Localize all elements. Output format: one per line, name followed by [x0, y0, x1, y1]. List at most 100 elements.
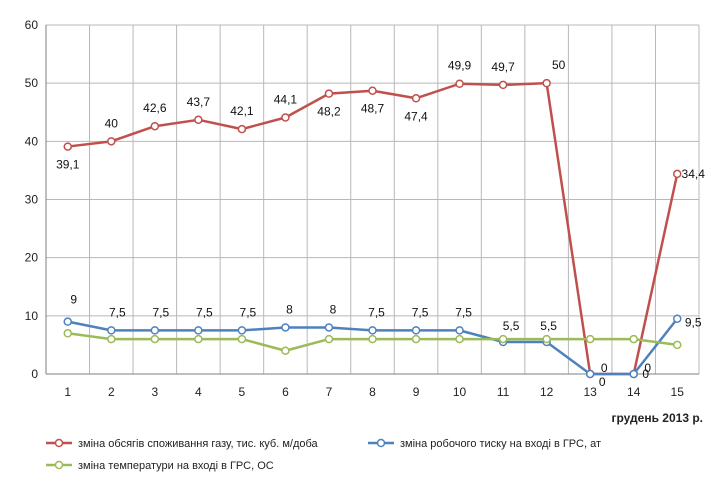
series-1-data-label: 0 — [644, 361, 651, 375]
series-1-point — [542, 78, 551, 88]
series-3-point — [281, 346, 290, 355]
series-2-point — [194, 326, 203, 335]
x-tick-label: 6 — [282, 385, 289, 399]
series-3-point — [324, 334, 334, 344]
series-2-data-label: 5,5 — [503, 319, 520, 333]
series-3-point — [672, 340, 682, 350]
series-1-data-label: 42,6 — [143, 101, 167, 115]
series-2-point — [455, 326, 464, 335]
y-tick-label: 40 — [25, 134, 39, 148]
x-tick-label: 5 — [239, 385, 246, 399]
series-group — [63, 78, 682, 379]
y-tick-label: 50 — [25, 76, 39, 90]
series-1-point — [237, 124, 247, 134]
y-tick-label: 30 — [25, 193, 39, 207]
series-2-point — [368, 326, 377, 335]
x-tick-label: 12 — [540, 385, 554, 399]
series-1-point — [150, 121, 160, 131]
series-1-point — [194, 115, 203, 125]
series-1-data-label: 0 — [601, 361, 608, 375]
series-3-point — [237, 334, 247, 344]
series-1-point — [672, 169, 682, 179]
series-3-point — [585, 334, 595, 344]
series-1-point — [107, 137, 116, 146]
series-3-point — [63, 329, 73, 338]
legend: зміна обсягів споживання газу, тис. куб.… — [46, 438, 601, 472]
x-tick-label: 2 — [108, 385, 115, 399]
series-3-point — [107, 334, 116, 344]
series-1-point — [455, 79, 464, 88]
series-1-data-label: 49,7 — [491, 60, 515, 74]
series-2-data-label: 9 — [70, 293, 77, 307]
x-tick-label: 11 — [497, 385, 510, 399]
series-1-data-label: 40 — [105, 116, 119, 130]
series-1-data-label: 49,9 — [448, 59, 472, 73]
series-2-data-label: 8 — [330, 302, 337, 316]
legend-swatch-marker — [54, 438, 64, 448]
legend-label: зміна робочого тиску на вході в ГРС, ат — [400, 438, 601, 450]
series-2-point — [585, 369, 595, 379]
series-1-data-label: 42,1 — [230, 104, 254, 118]
y-tick-label: 20 — [25, 251, 39, 265]
y-tick-label: 10 — [25, 309, 39, 323]
series-2-data-label: 0 — [599, 375, 606, 389]
series-2-data-label: 9,5 — [685, 316, 702, 330]
series-1-data-label: 34,4 — [682, 167, 706, 181]
series-1-point — [368, 86, 377, 95]
series-1-data-label: 39,1 — [56, 158, 80, 172]
series-2-point — [281, 323, 290, 332]
series-3-point — [368, 334, 377, 344]
x-tick-label: 15 — [671, 385, 685, 399]
series-3-point — [411, 334, 421, 344]
series-2-point — [237, 326, 247, 335]
x-tick-label: 13 — [583, 385, 597, 399]
y-tick-label: 0 — [31, 367, 38, 381]
series-2-data-label: 7,5 — [240, 305, 257, 319]
series-3-point — [629, 334, 638, 344]
series-2-point — [150, 326, 160, 335]
series-1-data-label: 48,2 — [317, 105, 341, 119]
x-tick-label: 3 — [151, 385, 158, 399]
series-3-point — [498, 334, 508, 344]
series-1-point — [498, 80, 508, 90]
series-2-data-label: 7,5 — [109, 305, 126, 319]
series-2-data-label: 0 — [642, 367, 649, 381]
legend-swatch-marker — [376, 438, 386, 448]
series-2-point — [629, 369, 638, 379]
series-1-point — [63, 142, 73, 151]
series-2-data-label: 7,5 — [368, 305, 385, 319]
series-2-data-label: 7,5 — [196, 305, 213, 319]
series-3-point — [455, 334, 464, 344]
series-3-point — [542, 334, 551, 344]
y-tick-label: 60 — [25, 18, 39, 32]
series-1-data-label: 44,1 — [274, 92, 298, 106]
grid — [45, 24, 700, 375]
series-2-data-label: 5,5 — [540, 319, 557, 333]
x-axis-title: грудень 2013 р. — [612, 411, 704, 425]
series-2-data-label: 7,5 — [152, 305, 169, 319]
series-3-point — [150, 334, 160, 344]
series-2-point — [411, 326, 421, 335]
x-tick-label: 1 — [64, 385, 71, 399]
series-2-data-label: 8 — [286, 302, 293, 316]
series-1-point — [324, 89, 334, 98]
x-tick-label: 8 — [369, 385, 376, 399]
legend-swatch-marker — [54, 460, 64, 470]
x-tick-label: 10 — [453, 385, 467, 399]
series-1-point — [281, 113, 290, 122]
x-tick-label: 9 — [413, 385, 420, 399]
series-1-data-label: 47,4 — [404, 109, 428, 123]
series-3-point — [194, 334, 203, 344]
series-1-data-label: 43,7 — [187, 95, 211, 109]
series-2-point — [107, 326, 116, 335]
series-2-data-label: 7,5 — [455, 305, 472, 319]
data-labels: 39,1 40 42,6 43,7 42,1 44,1 48,2 48,7 47,4 49,9 49… — [56, 58, 705, 389]
x-tick-label: 4 — [195, 385, 202, 399]
legend-label: зміна обсягів споживання газу, тис. куб.… — [78, 438, 319, 450]
series-1-data-label: 50 — [552, 58, 566, 72]
x-tick-label: 7 — [326, 385, 333, 399]
x-tick-label: 14 — [627, 385, 641, 399]
legend-label: зміна температури на вході в ГРС, ОС — [78, 460, 274, 472]
